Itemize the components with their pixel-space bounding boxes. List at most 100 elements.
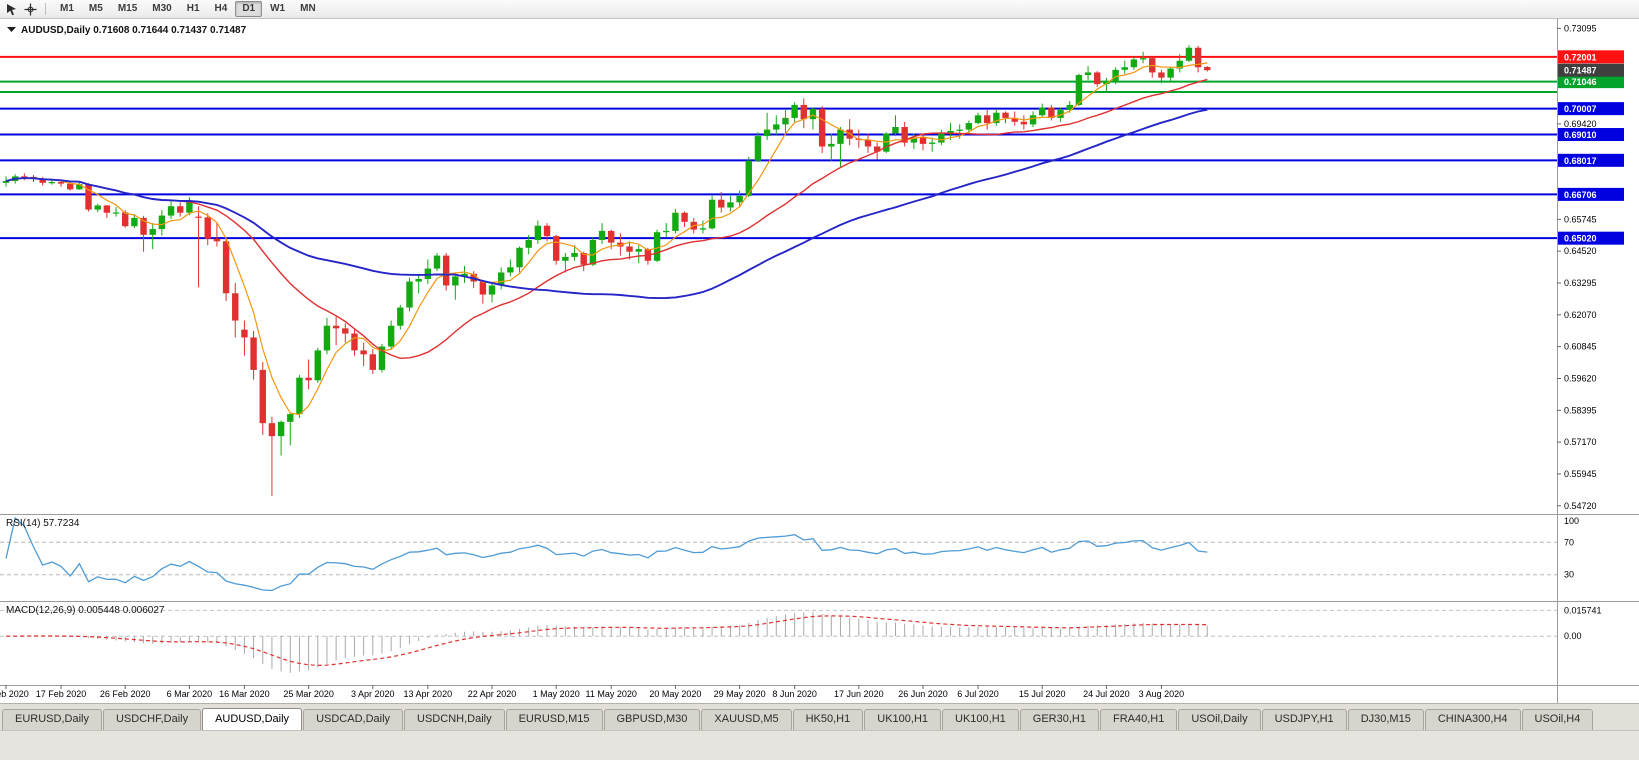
date-axis-label: 7 Feb 2020 xyxy=(0,689,29,699)
timeframe-buttons: M1 M5 M15 M30 H1 H4 D1 W1 MN xyxy=(53,1,323,17)
chart-tab-eurusd-m15[interactable]: EURUSD,M15 xyxy=(505,709,603,730)
candle-body xyxy=(1084,72,1092,76)
candle-body xyxy=(241,329,248,338)
candle-body xyxy=(351,333,358,351)
chart-tab-usdcnh-daily[interactable]: USDCNH,Daily xyxy=(404,709,505,730)
crosshair-icon[interactable] xyxy=(22,2,38,16)
chart-tab-hk50-h1[interactable]: HK50,H1 xyxy=(792,709,864,730)
candle-body xyxy=(158,215,166,230)
candle-body xyxy=(1048,107,1055,118)
candle-body xyxy=(332,325,340,329)
price-badge xyxy=(1558,63,1624,77)
rsi-axis-label: 70 xyxy=(1564,537,1574,547)
candle-body xyxy=(571,252,578,257)
rsi-panel xyxy=(0,516,1557,592)
price-axis-label: 0.64520 xyxy=(1564,246,1597,256)
chart-tab-china300-h4[interactable]: CHINA300,H4 xyxy=(1424,709,1521,730)
candle-body xyxy=(397,307,404,326)
toolbar-separator xyxy=(45,3,46,15)
date-axis-label: 16 Mar 2020 xyxy=(219,689,270,699)
chart-tab-xauusd-m5[interactable]: XAUUSD,M5 xyxy=(701,709,792,730)
price-badge xyxy=(1558,75,1624,89)
candle-body xyxy=(287,414,294,422)
price-axis-label: 0.62070 xyxy=(1564,310,1597,320)
candle-body xyxy=(928,142,936,144)
candle-body xyxy=(598,230,606,241)
date-axis-label: 26 Jun 2020 xyxy=(898,689,948,699)
chart-tab-fra40-h1[interactable]: FRA40,H1 xyxy=(1099,709,1178,730)
candle-body xyxy=(543,225,551,237)
candle-body xyxy=(103,205,111,213)
candle-body xyxy=(965,123,973,130)
candle-body xyxy=(2,181,10,183)
candle-body xyxy=(342,328,349,334)
chart-tab-usdjpy-h1[interactable]: USDJPY,H1 xyxy=(1261,709,1347,730)
date-axis-label: 17 Jun 2020 xyxy=(834,689,884,699)
candle-body xyxy=(892,126,899,134)
candle-body xyxy=(112,212,120,214)
rsi-label: RSI(14) 57.7234 xyxy=(6,518,80,529)
chart-tab-usoil-h4[interactable]: USOil,H4 xyxy=(1521,709,1594,730)
chart-tab-audusd-daily[interactable]: AUDUSD,Daily xyxy=(202,708,303,730)
chart-tab-uk100-h1[interactable]: UK100,H1 xyxy=(864,709,942,730)
candle-body xyxy=(369,354,376,370)
date-axis-label: 6 Jul 2020 xyxy=(957,689,999,699)
candle-body xyxy=(525,240,532,248)
chart-area[interactable]: AUDUSD,Daily 0.71608 0.71644 0.71437 0.7… xyxy=(0,19,1639,703)
symbol-dropdown-icon[interactable] xyxy=(7,27,16,32)
candle-body xyxy=(497,272,505,286)
candle-body xyxy=(57,182,65,184)
timeframe-button-m15[interactable]: M15 xyxy=(111,1,144,17)
price-axis: 0.73095 0.69420 0.65745 0.64520 0.63295 0.620… xyxy=(1557,23,1624,511)
price-badge-label: 0.68017 xyxy=(1564,156,1597,166)
chart-tab-ger30-h1[interactable]: GER30,H1 xyxy=(1019,709,1099,730)
chart-tab-dj30-m15[interactable]: DJ30,M15 xyxy=(1347,709,1424,730)
candle-body xyxy=(222,241,230,294)
candle-body xyxy=(149,229,156,235)
price-axis-label: 0.55945 xyxy=(1564,469,1597,479)
date-axis-label: 6 Mar 2020 xyxy=(167,689,213,699)
candle-body xyxy=(507,267,514,273)
macd-label: MACD(12,26,9) 0.005448 0.006027 xyxy=(6,605,165,616)
timeframe-toolbar: M1 M5 M15 M30 H1 H4 D1 W1 MN xyxy=(0,0,1639,19)
timeframe-button-m30[interactable]: M30 xyxy=(145,1,178,17)
candle-body xyxy=(250,337,257,370)
timeframe-button-d1[interactable]: D1 xyxy=(235,1,263,17)
candle-body xyxy=(1121,67,1128,70)
candle-body xyxy=(94,205,101,210)
candle-body xyxy=(773,124,780,130)
candle-body xyxy=(85,184,92,210)
price-axis-label: 0.63295 xyxy=(1564,278,1597,288)
chart-tab-eurusd-daily[interactable]: EURUSD,Daily xyxy=(2,709,102,730)
candle-body xyxy=(983,115,991,124)
timeframe-button-m5[interactable]: M5 xyxy=(82,1,110,17)
candle-body xyxy=(910,137,918,143)
candle-body xyxy=(461,273,468,277)
candle-body xyxy=(974,115,982,124)
timeframe-button-m1[interactable]: M1 xyxy=(53,1,81,17)
chart-tab-usoil-daily[interactable]: USOil,Daily xyxy=(1178,709,1261,730)
candle-body xyxy=(433,255,441,269)
candle-body xyxy=(809,108,817,120)
timeframe-button-h1[interactable]: H1 xyxy=(180,1,207,17)
chart-tab-gbpusd-m30[interactable]: GBPUSD,M30 xyxy=(603,709,701,730)
rsi-line xyxy=(5,516,1208,592)
candle-body xyxy=(48,182,56,184)
chart-tab-uk100-h1[interactable]: UK100,H1 xyxy=(942,709,1019,730)
rsi-axis-label: 100 xyxy=(1564,516,1579,526)
cursor-icon[interactable] xyxy=(4,2,20,16)
timeframe-button-w1[interactable]: W1 xyxy=(263,1,292,17)
chart-tab-usdchf-daily[interactable]: USDCHF,Daily xyxy=(102,709,202,730)
ma-mid-line xyxy=(5,78,1208,360)
candle-body xyxy=(378,346,386,370)
price-badge xyxy=(1558,128,1624,142)
candle-body xyxy=(204,217,211,239)
candle-body xyxy=(1158,72,1165,78)
candle-body xyxy=(259,369,266,424)
timeframe-button-mn[interactable]: MN xyxy=(293,1,323,17)
date-axis-label: 15 Jul 2020 xyxy=(1019,689,1066,699)
timeframe-button-h4[interactable]: H4 xyxy=(208,1,235,17)
chart-tab-usdcad-daily[interactable]: USDCAD,Daily xyxy=(303,709,404,730)
candle-body xyxy=(1002,112,1009,118)
date-axis-label: 8 Jun 2020 xyxy=(772,689,817,699)
